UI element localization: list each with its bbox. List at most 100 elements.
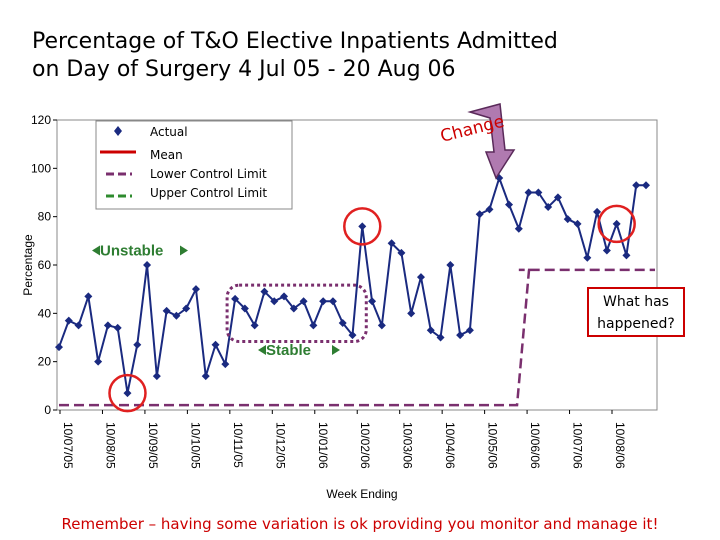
- y-tick-label: 80: [38, 210, 52, 224]
- data-point: [152, 372, 161, 381]
- data-point: [270, 297, 279, 306]
- data-point: [348, 331, 357, 340]
- stable-label: Stable: [266, 342, 311, 359]
- x-tick-label: 10/11/05: [231, 422, 245, 468]
- data-point: [456, 331, 465, 340]
- y-tick-label: 60: [38, 258, 52, 272]
- data-point: [289, 304, 298, 313]
- question-box: [587, 287, 685, 337]
- question-line-1: What has: [603, 294, 669, 310]
- data-point: [632, 181, 641, 190]
- data-point: [113, 323, 122, 332]
- x-tick-label: 10/07/06: [571, 422, 585, 469]
- data-point: [553, 193, 562, 202]
- data-point: [514, 224, 523, 233]
- data-point: [573, 219, 582, 228]
- data-point: [446, 261, 455, 269]
- data-point: [593, 207, 602, 216]
- x-tick-label: 10/08/06: [613, 422, 627, 469]
- legend-label-lcl: Lower Control Limit: [150, 167, 267, 181]
- outlier-circle: [343, 207, 382, 246]
- x-tick-label: 10/05/06: [486, 422, 500, 469]
- legend: Actual Mean Lower Control Limit Upper Contr…: [95, 120, 293, 210]
- data-point: [397, 248, 406, 257]
- axes: 0 20 40 60 80 100 120 Percentage 10/07/05 10/08/0…: [21, 113, 627, 501]
- x-tick-label: 10/09/05: [146, 422, 160, 469]
- data-point: [201, 372, 210, 381]
- x-axis-label: Week Ending: [326, 487, 397, 501]
- x-tick-label: 10/12/05: [273, 422, 287, 469]
- x-tick-label: 10/07/05: [61, 422, 75, 469]
- data-point: [94, 357, 103, 366]
- data-point: [465, 326, 474, 335]
- data-point: [426, 326, 435, 335]
- data-point: [377, 321, 386, 330]
- y-axis-label: Percentage: [21, 234, 35, 296]
- legend-box: [95, 120, 293, 210]
- y-tick-label: 0: [44, 403, 51, 417]
- unstable-right-arrow: [180, 245, 188, 256]
- data-point: [250, 321, 259, 330]
- title-line-2: on Day of Surgery 4 Jul 05 - 20 Aug 06: [32, 57, 456, 82]
- data-point: [524, 188, 533, 197]
- data-point: [191, 285, 200, 294]
- chart-title: Percentage of T&O Elective Inpatients Ad…: [32, 28, 672, 84]
- data-point: [172, 311, 181, 320]
- data-point: [358, 222, 367, 231]
- data-point: [55, 343, 63, 352]
- data-point: [84, 292, 93, 301]
- change-arrow: [467, 103, 516, 180]
- data-point: [231, 294, 240, 303]
- data-point: [133, 340, 142, 349]
- footer-note: Remember – having some variation is ok p…: [61, 515, 659, 533]
- data-point: [338, 319, 347, 327]
- data-point: [162, 306, 171, 315]
- outlier-circle: [597, 204, 636, 244]
- data-point: [544, 203, 553, 211]
- x-tick-label: 10/01/06: [316, 422, 330, 469]
- y-tick-label: 20: [38, 355, 52, 369]
- data-point: [436, 333, 445, 342]
- outlier-circle: [108, 373, 147, 413]
- data-point: [280, 292, 289, 301]
- data-point: [387, 239, 396, 248]
- data-point: [534, 188, 543, 197]
- data-point: [475, 210, 484, 219]
- data-point: [583, 253, 592, 262]
- x-tick-label: 10/03/06: [401, 422, 415, 469]
- legend-label-actual: Actual: [150, 125, 188, 139]
- legend-marker-actual: [114, 126, 122, 136]
- data-point: [221, 360, 230, 369]
- stable-left-arrow: [258, 345, 266, 355]
- data-point: [123, 389, 132, 398]
- data-point: [407, 309, 416, 318]
- x-tick-label: 10/08/05: [103, 422, 117, 469]
- question-line-2: happened?: [597, 316, 675, 332]
- legend-label-mean: Mean: [150, 148, 183, 162]
- y-tick-label: 120: [31, 113, 51, 127]
- x-tick-label: 10/04/06: [443, 422, 457, 469]
- data-point: [319, 297, 328, 306]
- data-point: [416, 273, 425, 282]
- unstable-label: Unstable: [100, 243, 163, 260]
- data-point: [612, 219, 621, 228]
- y-tick-label: 40: [38, 306, 52, 320]
- data-point: [103, 321, 112, 330]
- stable-right-arrow: [332, 345, 340, 355]
- legend-label-ucl: Upper Control Limit: [150, 186, 267, 200]
- data-point: [143, 261, 152, 269]
- data-point: [309, 321, 318, 330]
- data-point: [563, 215, 572, 224]
- data-point: [328, 297, 337, 306]
- x-tick-label: 10/10/05: [188, 422, 202, 469]
- data-point: [642, 181, 650, 190]
- x-tick-label: 10/02/06: [358, 422, 372, 469]
- data-point: [505, 200, 514, 209]
- lower-control-limit-line: [59, 268, 655, 407]
- data-point: [622, 251, 631, 260]
- data-point: [602, 246, 611, 255]
- data-point: [240, 304, 249, 313]
- data-point: [299, 297, 308, 306]
- data-point: [74, 321, 83, 330]
